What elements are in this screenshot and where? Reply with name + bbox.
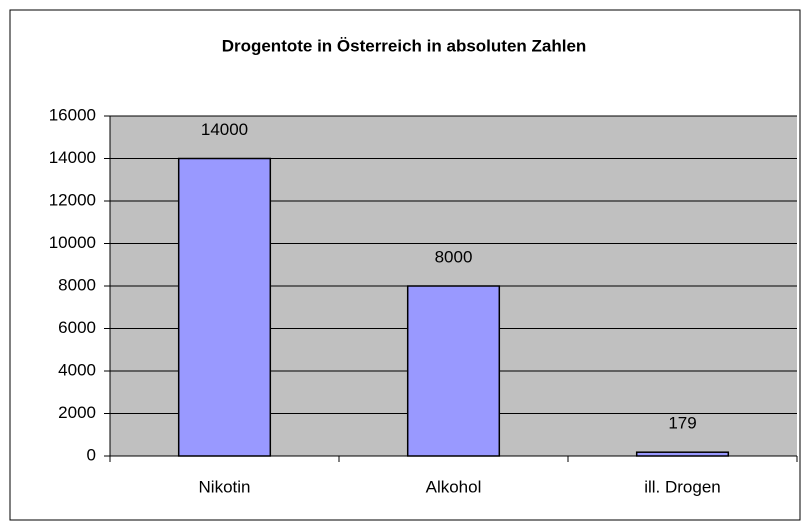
y-tick-label: 16000 [49, 105, 96, 124]
x-tick-label: ill. Drogen [644, 477, 721, 496]
bar [635, 451, 730, 457]
y-tick-label: 14000 [49, 148, 96, 167]
bar [406, 285, 501, 457]
y-tick-label: 8000 [58, 275, 96, 294]
x-tick-label: Nikotin [199, 477, 251, 496]
y-tick-label: 6000 [58, 318, 96, 337]
bar [177, 157, 272, 457]
data-label: 14000 [201, 120, 248, 139]
data-label: 8000 [435, 247, 473, 266]
y-tick-label: 12000 [49, 190, 96, 209]
y-tick-label: 4000 [58, 360, 96, 379]
y-tick-label: 2000 [58, 403, 96, 422]
y-tick-label: 0 [87, 445, 96, 464]
data-label: 179 [668, 414, 696, 433]
x-tick-label: Alkohol [426, 477, 482, 496]
chart-title: Drogentote in Österreich in absoluten Za… [222, 36, 587, 55]
y-tick-label: 10000 [49, 233, 96, 252]
